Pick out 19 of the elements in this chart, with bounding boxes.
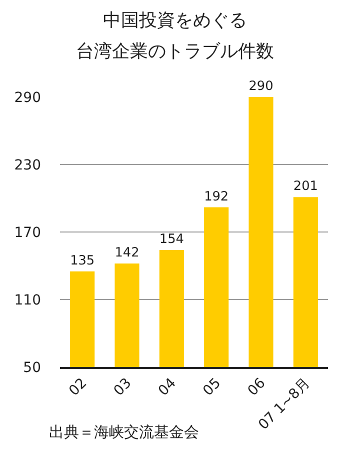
data-label: 201 [293, 179, 318, 194]
x-tick-label: 06 [244, 375, 269, 400]
y-tick-label: 230 [14, 157, 41, 174]
data-label: 135 [70, 253, 95, 268]
data-label: 142 [114, 246, 140, 261]
data-label: 192 [204, 189, 229, 204]
x-tick-label: 04 [156, 375, 180, 400]
source-note: 出典＝海峡交流基金会 [49, 423, 199, 441]
chart-subtitle: 台湾企業のトラブル件数 [76, 41, 274, 62]
y-tick-label: 110 [14, 292, 41, 308]
chart-title: 中国投資をめぐる [103, 10, 247, 31]
x-tick-label: 02 [66, 375, 90, 400]
y-tick-label: 170 [14, 224, 41, 241]
x-tick-label: 03 [110, 375, 135, 400]
y-tick-label: 290 [14, 90, 41, 106]
y-tick-label: 50 [23, 360, 41, 376]
data-label: 154 [159, 232, 184, 248]
data-label: 290 [248, 79, 274, 94]
x-tick-label: 05 [200, 375, 224, 400]
